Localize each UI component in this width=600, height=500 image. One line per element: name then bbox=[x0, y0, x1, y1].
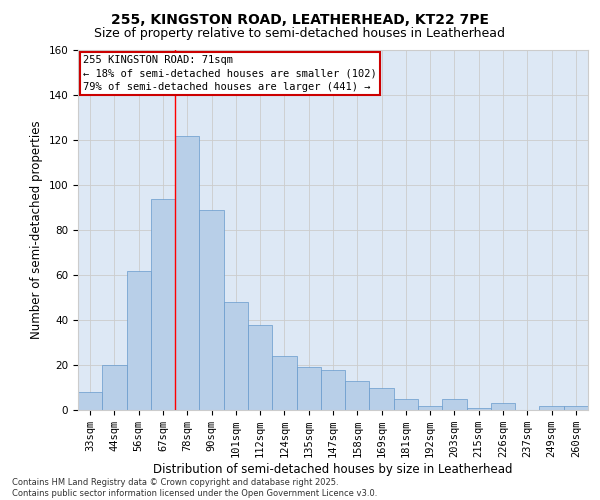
Bar bbox=[442, 399, 467, 410]
Text: 255 KINGSTON ROAD: 71sqm
← 18% of semi-detached houses are smaller (102)
79% of : 255 KINGSTON ROAD: 71sqm ← 18% of semi-d… bbox=[83, 56, 377, 92]
Bar bbox=[151, 198, 175, 410]
Bar bbox=[248, 324, 272, 410]
Bar bbox=[564, 406, 588, 410]
Bar bbox=[127, 270, 151, 410]
Bar bbox=[272, 356, 296, 410]
Bar bbox=[224, 302, 248, 410]
Bar bbox=[418, 406, 442, 410]
Text: Contains HM Land Registry data © Crown copyright and database right 2025.
Contai: Contains HM Land Registry data © Crown c… bbox=[12, 478, 377, 498]
Bar bbox=[467, 408, 491, 410]
Bar bbox=[370, 388, 394, 410]
Bar bbox=[102, 365, 127, 410]
Bar bbox=[78, 392, 102, 410]
Bar bbox=[199, 210, 224, 410]
X-axis label: Distribution of semi-detached houses by size in Leatherhead: Distribution of semi-detached houses by … bbox=[153, 463, 513, 476]
Bar bbox=[321, 370, 345, 410]
Text: Size of property relative to semi-detached houses in Leatherhead: Size of property relative to semi-detach… bbox=[95, 28, 505, 40]
Bar bbox=[296, 367, 321, 410]
Y-axis label: Number of semi-detached properties: Number of semi-detached properties bbox=[30, 120, 43, 340]
Text: 255, KINGSTON ROAD, LEATHERHEAD, KT22 7PE: 255, KINGSTON ROAD, LEATHERHEAD, KT22 7P… bbox=[111, 12, 489, 26]
Bar bbox=[491, 403, 515, 410]
Bar bbox=[345, 381, 370, 410]
Bar bbox=[175, 136, 199, 410]
Bar bbox=[394, 399, 418, 410]
Bar bbox=[539, 406, 564, 410]
